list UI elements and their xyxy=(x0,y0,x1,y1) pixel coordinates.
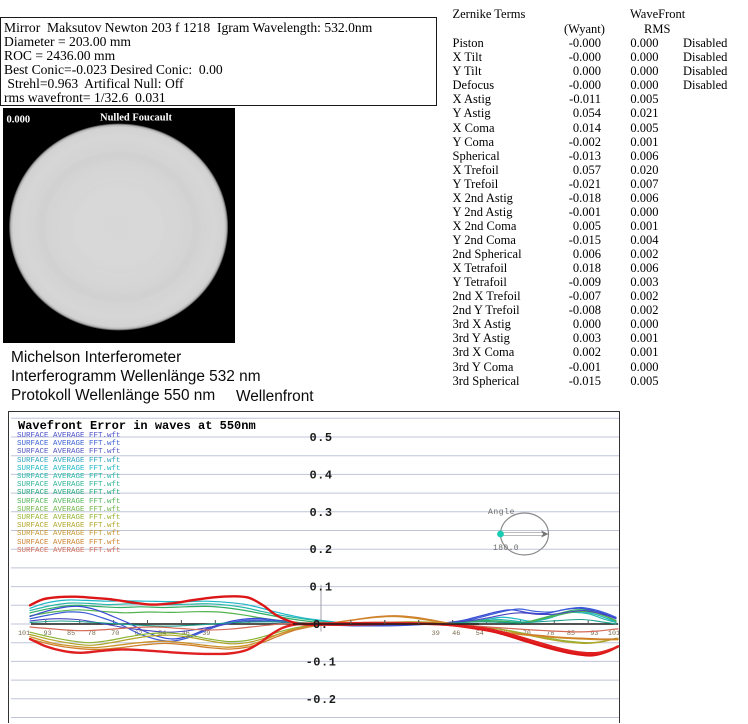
svg-text:85: 85 xyxy=(67,630,75,638)
svg-text:70: 70 xyxy=(111,630,119,638)
svg-text:39: 39 xyxy=(432,630,440,638)
svg-text:54: 54 xyxy=(158,630,166,638)
svg-text:0.2: 0.2 xyxy=(309,543,332,557)
svg-text:Angle: Angle xyxy=(488,508,515,517)
svg-text:0.4: 0.4 xyxy=(309,468,332,482)
svg-text:93: 93 xyxy=(590,630,598,638)
svg-text:85: 85 xyxy=(567,630,575,638)
svg-text:0.3: 0.3 xyxy=(309,506,332,520)
svg-text:-0.1: -0.1 xyxy=(306,655,337,669)
svg-text:0.5: 0.5 xyxy=(309,431,332,445)
svg-text:-0.2: -0.2 xyxy=(306,693,337,707)
svg-text:54: 54 xyxy=(476,630,484,638)
svg-text:46: 46 xyxy=(182,630,190,638)
svg-text:Nulled Foucault: Nulled Foucault xyxy=(100,113,173,124)
svg-text:180.0: 180.0 xyxy=(493,544,519,553)
svg-text:39: 39 xyxy=(202,630,210,638)
svg-text:93: 93 xyxy=(44,630,52,638)
svg-text:78: 78 xyxy=(546,630,554,638)
svg-text:0.000: 0.000 xyxy=(7,115,31,126)
svg-text:46: 46 xyxy=(452,630,460,638)
svg-text:0.1: 0.1 xyxy=(309,581,332,595)
svg-text:101: 101 xyxy=(18,630,30,638)
svg-text:78: 78 xyxy=(88,630,96,638)
svg-text:101: 101 xyxy=(608,630,620,638)
svg-text:0.: 0. xyxy=(313,618,328,632)
